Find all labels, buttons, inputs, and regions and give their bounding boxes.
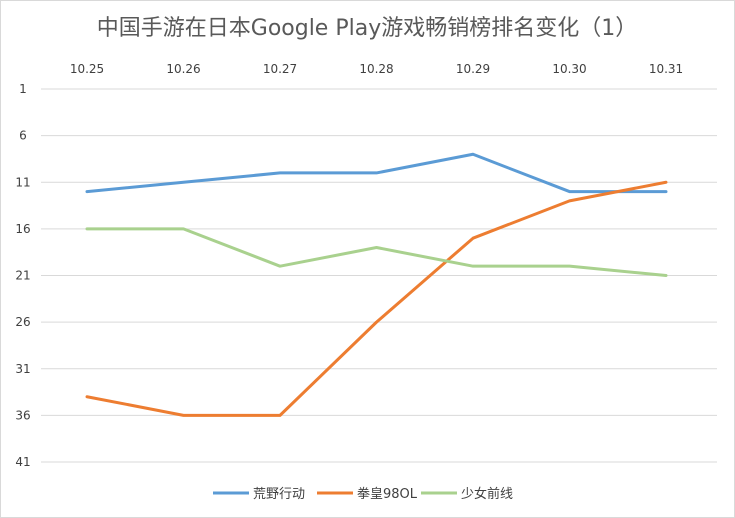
x-tick-label: 10.28 — [359, 62, 393, 76]
y-tick-label: 11 — [15, 175, 30, 189]
x-tick-label: 10.30 — [552, 62, 586, 76]
x-tick-label: 10.31 — [649, 62, 683, 76]
series-lines — [85, 152, 668, 417]
legend-label: 荒野行动 — [253, 487, 305, 502]
series-line-2 — [85, 180, 668, 417]
y-tick-label: 36 — [15, 408, 30, 422]
y-tick-label: 41 — [15, 455, 30, 469]
y-tick-label: 1 — [19, 82, 27, 96]
x-tick-label: 10.25 — [70, 62, 104, 76]
series-line-3 — [85, 227, 668, 277]
y-tick-label: 6 — [19, 129, 27, 143]
legend-label: 少女前线 — [461, 486, 513, 502]
y-tick-label: 16 — [15, 222, 30, 236]
y-tick-label: 26 — [15, 315, 30, 329]
series-line-1 — [85, 152, 668, 194]
y-tick-label: 21 — [15, 269, 30, 283]
x-tick-label: 10.27 — [263, 62, 297, 76]
y-tick-label: 31 — [15, 362, 30, 376]
x-axis-ticks: 10.25 10.26 10.27 10.28 10.29 10.30 10.31 — [70, 62, 683, 76]
x-tick-label: 10.29 — [456, 62, 490, 76]
x-tick-label: 10.26 — [166, 62, 200, 76]
legend-label: 拳皇98OL — [357, 486, 418, 502]
legend: 荒野行动 拳皇98OL 少女前线 — [213, 486, 513, 502]
chart-title: 中国手游在日本Google Play游戏畅销榜排名变化（1） — [97, 16, 637, 41]
